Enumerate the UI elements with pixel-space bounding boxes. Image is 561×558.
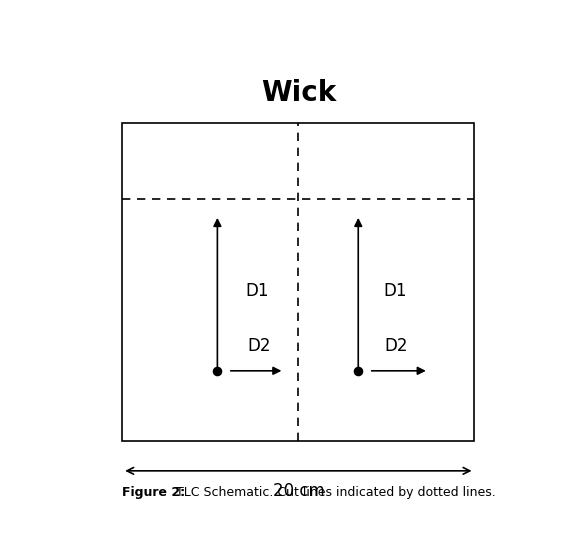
- Point: [213, 367, 222, 376]
- Point: [354, 367, 363, 376]
- Text: D2: D2: [247, 337, 271, 355]
- Text: D1: D1: [383, 282, 406, 300]
- Text: D1: D1: [246, 282, 269, 300]
- Text: Figure 2:: Figure 2:: [122, 486, 186, 499]
- Text: Wick: Wick: [261, 79, 336, 107]
- Text: D2: D2: [385, 337, 408, 355]
- Text: TLC Schematic. Cut lines indicated by dotted lines.: TLC Schematic. Cut lines indicated by do…: [172, 486, 496, 499]
- Text: 20 cm: 20 cm: [273, 482, 324, 499]
